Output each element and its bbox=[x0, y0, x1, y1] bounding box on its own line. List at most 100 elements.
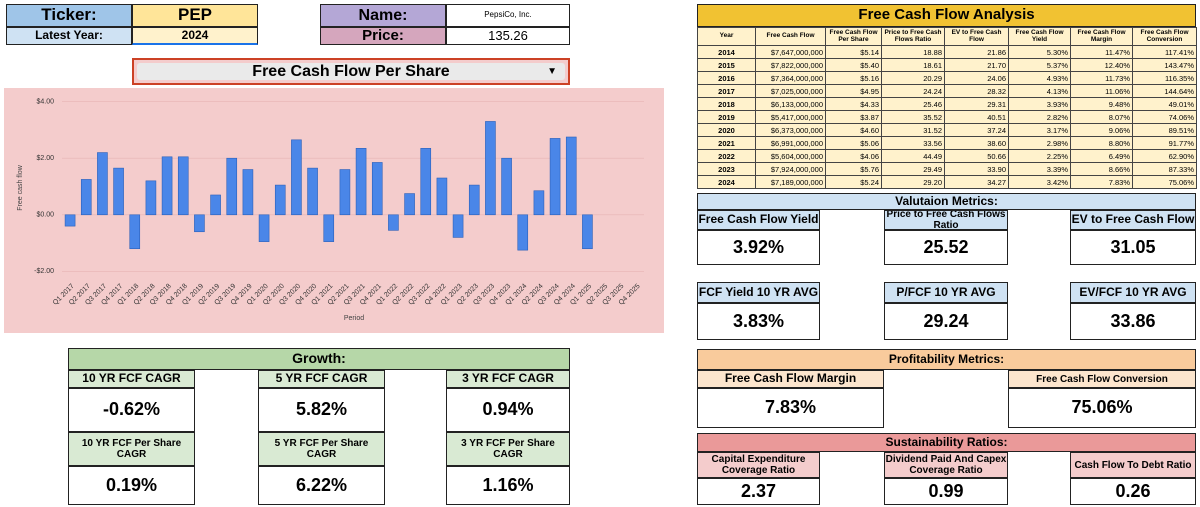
dropdown[interactable]: Free Cash Flow Per Share ▼ bbox=[137, 63, 565, 80]
table-cell: 4.93% bbox=[1008, 71, 1071, 85]
metric-label: EV/FCF 10 YR AVG bbox=[1070, 282, 1196, 303]
fcf-table-title: Free Cash Flow Analysis bbox=[697, 4, 1196, 27]
table-cell: Free Cash Flow Yield bbox=[1008, 27, 1071, 46]
table-cell: 24.06 bbox=[944, 71, 1009, 85]
table-cell: $4.33 bbox=[825, 97, 882, 111]
table-cell: 29.31 bbox=[944, 97, 1009, 111]
bar bbox=[549, 138, 561, 216]
table-cell: $7,025,000,000 bbox=[755, 84, 826, 98]
table-cell: 28.32 bbox=[944, 84, 1009, 98]
table-row: 2022 $5,604,000,000 $4.06 44.49 50.66 2.25% 6.… bbox=[697, 149, 1197, 163]
dropdown-frame: Free Cash Flow Per Share ▼ bbox=[132, 58, 570, 85]
chart-area: Free cash flow Period -$2.00 $0.00 $2.00 $4… bbox=[4, 88, 664, 333]
year-label: Latest Year: bbox=[6, 27, 132, 45]
bar bbox=[323, 214, 335, 242]
metric-value: 25.52 bbox=[884, 230, 1008, 265]
bar bbox=[307, 167, 318, 216]
bar bbox=[97, 152, 108, 216]
bar bbox=[64, 214, 76, 227]
metric-value: 75.06% bbox=[1008, 388, 1196, 428]
table-row: 2017 $7,025,000,000 $4.95 24.24 28.32 4.13% 11… bbox=[697, 84, 1197, 98]
table-cell: 34.27 bbox=[944, 175, 1009, 189]
table-cell: $7,364,000,000 bbox=[755, 71, 826, 85]
table-cell: 4.13% bbox=[1008, 84, 1071, 98]
company-name: PepsiCo, Inc. bbox=[446, 4, 570, 27]
bar bbox=[517, 214, 529, 251]
table-cell: $5.16 bbox=[825, 71, 882, 85]
metric-value: 0.94% bbox=[446, 388, 570, 432]
metric-label: Free Cash Flow Margin bbox=[697, 370, 884, 388]
table-cell: 8.66% bbox=[1070, 162, 1133, 176]
table-cell: 2023 bbox=[697, 162, 756, 176]
table-cell: $6,373,000,000 bbox=[755, 123, 826, 137]
metric-label: Free Cash Flow Conversion bbox=[1008, 370, 1196, 388]
ticker-label: Ticker: bbox=[6, 4, 132, 27]
table-cell: 74.06% bbox=[1132, 110, 1197, 124]
table-cell: 3.93% bbox=[1008, 97, 1071, 111]
table-cell: 18.61 bbox=[881, 58, 945, 72]
table-cell: 9.48% bbox=[1070, 97, 1133, 111]
table-cell: 3.42% bbox=[1008, 175, 1071, 189]
table-cell: 7.83% bbox=[1070, 175, 1133, 189]
metric-label: Cash Flow To Debt Ratio bbox=[1070, 452, 1196, 478]
table-row: 2024 $7,189,000,000 $5.24 29.20 34.27 3.42% 7.… bbox=[697, 175, 1197, 189]
table-cell: 8.07% bbox=[1070, 110, 1133, 124]
table-cell: 2019 bbox=[697, 110, 756, 124]
table-row: 2016 $7,364,000,000 $5.16 20.29 24.06 4.93% 11… bbox=[697, 71, 1197, 85]
table-cell: 5.37% bbox=[1008, 58, 1071, 72]
table-cell: 2021 bbox=[697, 136, 756, 150]
table-cell: 62.90% bbox=[1132, 149, 1197, 163]
table-cell: $7,647,000,000 bbox=[755, 45, 826, 59]
bar bbox=[113, 167, 124, 216]
table-cell: 29.20 bbox=[881, 175, 945, 189]
table-cell: 89.51% bbox=[1132, 123, 1197, 137]
metric-value: 3.83% bbox=[697, 303, 820, 340]
table-cell: 91.77% bbox=[1132, 136, 1197, 150]
table-cell: 44.49 bbox=[881, 149, 945, 163]
table-cell: $5,417,000,000 bbox=[755, 110, 826, 124]
metric-value: 6.22% bbox=[258, 466, 385, 505]
year[interactable]: 2024 bbox=[132, 27, 258, 45]
table-cell: 143.47% bbox=[1132, 58, 1197, 72]
bar bbox=[145, 180, 157, 216]
sustainability-title: Sustainability Ratios: bbox=[697, 433, 1196, 452]
dropdown-arrow: ▼ bbox=[547, 66, 557, 77]
metric-label: 5 YR FCF CAGR bbox=[258, 370, 385, 388]
table-cell: $5.14 bbox=[825, 45, 882, 59]
table-cell: 33.56 bbox=[881, 136, 945, 150]
metric-value: 33.86 bbox=[1070, 303, 1196, 340]
table-cell: 11.06% bbox=[1070, 84, 1133, 98]
table-cell: 2024 bbox=[697, 175, 756, 189]
table-cell: Year bbox=[697, 27, 756, 46]
table-cell: $4.06 bbox=[825, 149, 882, 163]
metric-value: 29.24 bbox=[884, 303, 1008, 340]
table-cell: $4.95 bbox=[825, 84, 882, 98]
table-cell: 29.49 bbox=[881, 162, 945, 176]
table-cell: $6,133,000,000 bbox=[755, 97, 826, 111]
table-row: 2020 $6,373,000,000 $4.60 31.52 37.24 3.17% 9.… bbox=[697, 123, 1197, 137]
bar bbox=[80, 179, 92, 216]
table-cell: 33.90 bbox=[944, 162, 1009, 176]
price: 135.26 bbox=[446, 27, 570, 45]
bar bbox=[291, 139, 302, 216]
bar bbox=[355, 148, 367, 216]
table-row: 2014 $7,647,000,000 $5.14 18.88 21.86 5.30% 11… bbox=[697, 45, 1197, 59]
bar bbox=[129, 214, 141, 250]
x-axis-title: Period bbox=[344, 315, 364, 322]
table-cell: 9.06% bbox=[1070, 123, 1133, 137]
valuation-title: Valutaion Metrics: bbox=[697, 193, 1196, 210]
table-cell: 144.64% bbox=[1132, 84, 1197, 98]
metric-value: 2.37 bbox=[697, 478, 820, 505]
table-cell: 3.17% bbox=[1008, 123, 1071, 137]
table-cell: 8.80% bbox=[1070, 136, 1133, 150]
table-cell: Free Cash Flow bbox=[755, 27, 826, 46]
metric-label: Capital Expenditure Coverage Ratio bbox=[697, 452, 820, 478]
table-cell: 3.39% bbox=[1008, 162, 1071, 176]
bar bbox=[565, 136, 577, 216]
y-tick-label: $0.00 bbox=[36, 212, 54, 219]
bar bbox=[436, 177, 448, 216]
table-cell: 24.24 bbox=[881, 84, 945, 98]
metric-label: 5 YR FCF Per Share CAGR bbox=[258, 432, 385, 466]
table-cell: 75.06% bbox=[1132, 175, 1197, 189]
